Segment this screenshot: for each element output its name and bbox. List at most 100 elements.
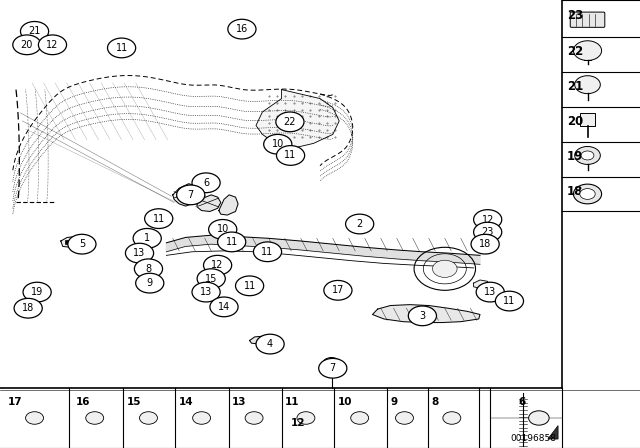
Circle shape	[134, 259, 163, 279]
Text: 8: 8	[145, 264, 152, 274]
Text: 10: 10	[216, 224, 229, 234]
Circle shape	[276, 112, 304, 132]
Circle shape	[264, 134, 292, 154]
Text: 17: 17	[332, 285, 344, 295]
Text: 7: 7	[330, 363, 336, 373]
Circle shape	[20, 22, 49, 41]
Text: 23: 23	[481, 227, 494, 237]
Polygon shape	[197, 195, 221, 211]
Text: 8: 8	[431, 397, 438, 407]
Circle shape	[433, 260, 457, 277]
Polygon shape	[219, 195, 238, 215]
Text: 12: 12	[46, 40, 59, 50]
Circle shape	[253, 242, 282, 262]
Circle shape	[86, 412, 104, 424]
Text: 12: 12	[481, 215, 494, 224]
Text: 22: 22	[567, 45, 583, 58]
Circle shape	[193, 412, 211, 424]
Circle shape	[13, 35, 41, 55]
Polygon shape	[173, 184, 198, 206]
Circle shape	[580, 189, 595, 199]
Circle shape	[474, 210, 502, 229]
Text: 10: 10	[338, 397, 353, 407]
Circle shape	[256, 334, 284, 354]
Text: 9: 9	[147, 278, 153, 288]
Text: 21: 21	[567, 80, 583, 93]
Text: 12: 12	[211, 260, 224, 270]
Circle shape	[245, 412, 263, 424]
Text: 15: 15	[127, 397, 141, 407]
Polygon shape	[166, 235, 480, 264]
Text: 1: 1	[144, 233, 150, 243]
Text: 00196858: 00196858	[511, 434, 557, 443]
Circle shape	[133, 228, 161, 248]
Circle shape	[474, 222, 502, 242]
Text: 20: 20	[20, 40, 33, 50]
Circle shape	[108, 38, 136, 58]
Circle shape	[319, 358, 347, 378]
Circle shape	[476, 282, 504, 302]
Polygon shape	[372, 305, 480, 323]
FancyBboxPatch shape	[570, 12, 605, 27]
Circle shape	[529, 411, 549, 425]
Circle shape	[14, 298, 42, 318]
Circle shape	[228, 19, 256, 39]
Circle shape	[495, 291, 524, 311]
Text: 5: 5	[79, 239, 85, 249]
Text: 11: 11	[152, 214, 165, 224]
Circle shape	[197, 269, 225, 289]
Text: 9: 9	[390, 397, 397, 407]
Text: 22: 22	[284, 117, 296, 127]
Circle shape	[573, 184, 602, 204]
Circle shape	[38, 35, 67, 55]
Circle shape	[125, 243, 154, 263]
Circle shape	[573, 41, 602, 60]
Text: 19: 19	[567, 150, 584, 163]
Circle shape	[408, 306, 436, 326]
Circle shape	[68, 234, 96, 254]
Text: 10: 10	[271, 139, 284, 149]
Text: 11: 11	[285, 397, 300, 407]
Circle shape	[581, 151, 594, 160]
Circle shape	[210, 297, 238, 317]
Text: 4: 4	[267, 339, 273, 349]
Circle shape	[396, 412, 413, 424]
Circle shape	[351, 412, 369, 424]
Polygon shape	[61, 237, 80, 247]
Circle shape	[23, 282, 51, 302]
Bar	[65, 240, 72, 244]
Circle shape	[204, 255, 232, 275]
Circle shape	[136, 273, 164, 293]
Circle shape	[209, 220, 237, 239]
Text: 11: 11	[503, 296, 516, 306]
Circle shape	[575, 146, 600, 164]
Circle shape	[324, 280, 352, 300]
Text: 18: 18	[22, 303, 35, 313]
Circle shape	[443, 412, 461, 424]
Text: 11: 11	[225, 237, 238, 247]
Text: 13: 13	[232, 397, 246, 407]
Polygon shape	[250, 336, 269, 344]
Text: 13: 13	[133, 248, 146, 258]
Circle shape	[218, 232, 246, 252]
Text: 16: 16	[76, 397, 90, 407]
Circle shape	[192, 282, 220, 302]
Text: 13: 13	[200, 287, 212, 297]
Text: 15: 15	[205, 274, 218, 284]
Circle shape	[192, 173, 220, 193]
Circle shape	[323, 358, 340, 370]
Circle shape	[140, 412, 157, 424]
Circle shape	[471, 234, 499, 254]
Text: 13: 13	[484, 287, 497, 297]
Circle shape	[575, 76, 600, 94]
Text: 14: 14	[179, 397, 194, 407]
Text: 14: 14	[218, 302, 230, 312]
Text: 7: 7	[188, 190, 194, 200]
Circle shape	[26, 412, 44, 424]
Bar	[580, 113, 595, 126]
Text: 11: 11	[261, 247, 274, 257]
Text: 12: 12	[291, 418, 306, 428]
Circle shape	[297, 412, 315, 424]
Circle shape	[177, 185, 205, 205]
Text: 19: 19	[31, 287, 44, 297]
